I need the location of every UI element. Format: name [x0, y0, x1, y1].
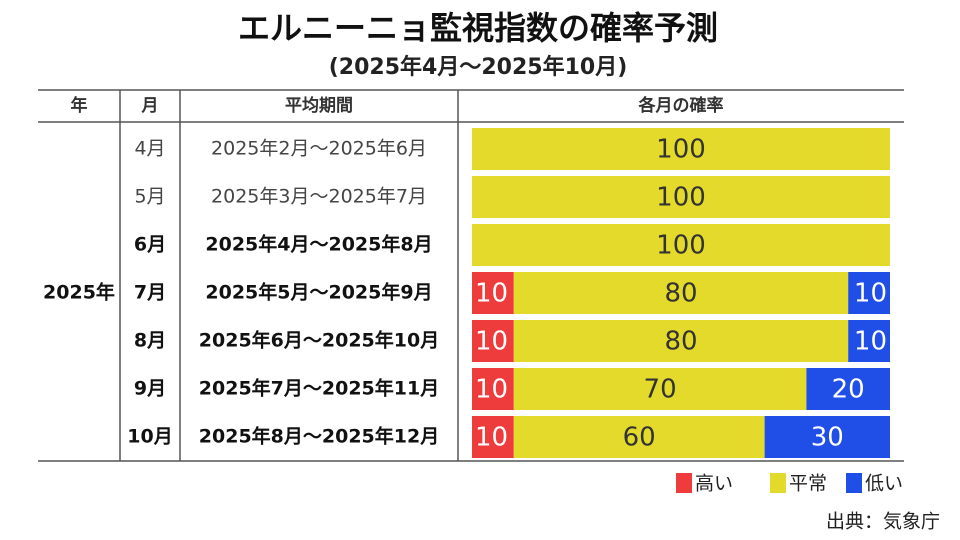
month: 4月: [134, 138, 165, 160]
header: 年: [71, 95, 88, 116]
bar-segment: [764, 416, 890, 458]
segment-label: 100: [656, 231, 706, 261]
period: 2025年6月～2025年10月: [199, 329, 439, 352]
segment-label: 10: [475, 327, 508, 357]
bar-segment: [513, 368, 807, 410]
segment-label: 30: [811, 423, 844, 453]
bar-segment: [472, 320, 514, 362]
header: 各月の確率: [638, 95, 724, 116]
legend-label: 高い: [695, 473, 733, 495]
period: 2025年7月～2025年11月: [199, 377, 439, 400]
segment-label: 10: [475, 423, 508, 453]
segment-label: 80: [664, 327, 697, 357]
month: 7月: [134, 282, 166, 304]
bar-segment: [513, 320, 849, 362]
period: 2025年3月～2025年7月: [211, 186, 427, 208]
header: 月: [141, 96, 159, 116]
segment-label: 10: [854, 327, 887, 357]
period: 2025年2月～2025年6月: [211, 138, 427, 160]
bar-segment: [513, 272, 849, 314]
bar-segment: [472, 224, 890, 266]
legend-swatch: [770, 473, 786, 493]
bar-segment: [806, 368, 890, 410]
period: 2025年4月～2025年8月: [205, 233, 432, 256]
header: 平均期間: [285, 95, 353, 116]
bar-segment: [472, 272, 514, 314]
subtitle: (2025年4月～2025年10月): [329, 54, 628, 80]
bar-segment: [513, 416, 765, 458]
segment-label: 10: [475, 375, 508, 405]
bar-segment: [472, 176, 890, 218]
bar-segment: [848, 320, 890, 362]
segment-label: 60: [623, 423, 656, 453]
source: 出典：気象庁: [826, 511, 940, 533]
legend-swatch: [846, 473, 862, 493]
month: 10月: [127, 426, 172, 448]
year: 2025年: [43, 281, 115, 304]
month: 6月: [134, 234, 166, 256]
title: エルニーニョ監視指数の確率予測: [238, 9, 718, 47]
period: 2025年5月～2025年9月: [205, 281, 432, 304]
bar-segment: [472, 416, 514, 458]
period: 2025年8月～2025年12月: [199, 425, 439, 448]
legend-swatch: [676, 473, 692, 493]
bar-segment: [472, 128, 890, 170]
month: 5月: [134, 186, 165, 208]
segment-label: 70: [644, 375, 677, 405]
legend-label: 平常: [789, 473, 827, 495]
legend-label: 低い: [865, 473, 903, 495]
segment-label: 20: [832, 375, 865, 405]
segment-label: 80: [664, 279, 697, 309]
month: 9月: [134, 378, 166, 400]
segment-label: 100: [656, 183, 706, 213]
segment-label: 10: [475, 279, 508, 309]
segment-label: 100: [656, 135, 706, 165]
month: 8月: [134, 330, 166, 352]
bar-segment: [472, 368, 514, 410]
segment-label: 10: [854, 279, 887, 309]
bar-segment: [848, 272, 890, 314]
